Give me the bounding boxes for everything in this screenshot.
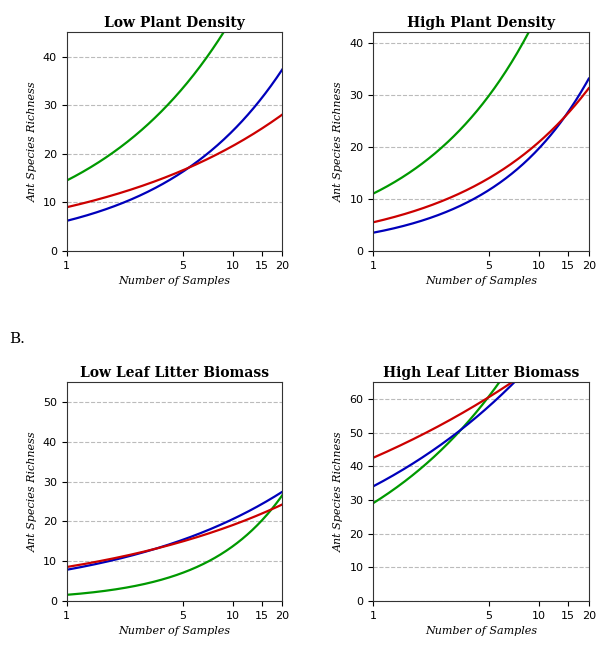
Title: Low Leaf Litter Biomass: Low Leaf Litter Biomass [80,366,269,380]
Y-axis label: Ant Species Richness: Ant Species Richness [334,431,344,552]
Y-axis label: Ant Species Richness: Ant Species Richness [27,81,38,202]
Title: High Leaf Litter Biomass: High Leaf Litter Biomass [383,366,579,380]
Title: Low Plant Density: Low Plant Density [104,16,245,30]
X-axis label: Number of Samples: Number of Samples [118,276,231,286]
Title: High Plant Density: High Plant Density [407,16,555,30]
Y-axis label: Ant Species Richness: Ant Species Richness [27,431,38,552]
Text: B.: B. [9,332,25,346]
X-axis label: Number of Samples: Number of Samples [425,626,537,636]
X-axis label: Number of Samples: Number of Samples [425,276,537,286]
X-axis label: Number of Samples: Number of Samples [118,626,231,636]
Y-axis label: Ant Species Richness: Ant Species Richness [334,81,344,202]
